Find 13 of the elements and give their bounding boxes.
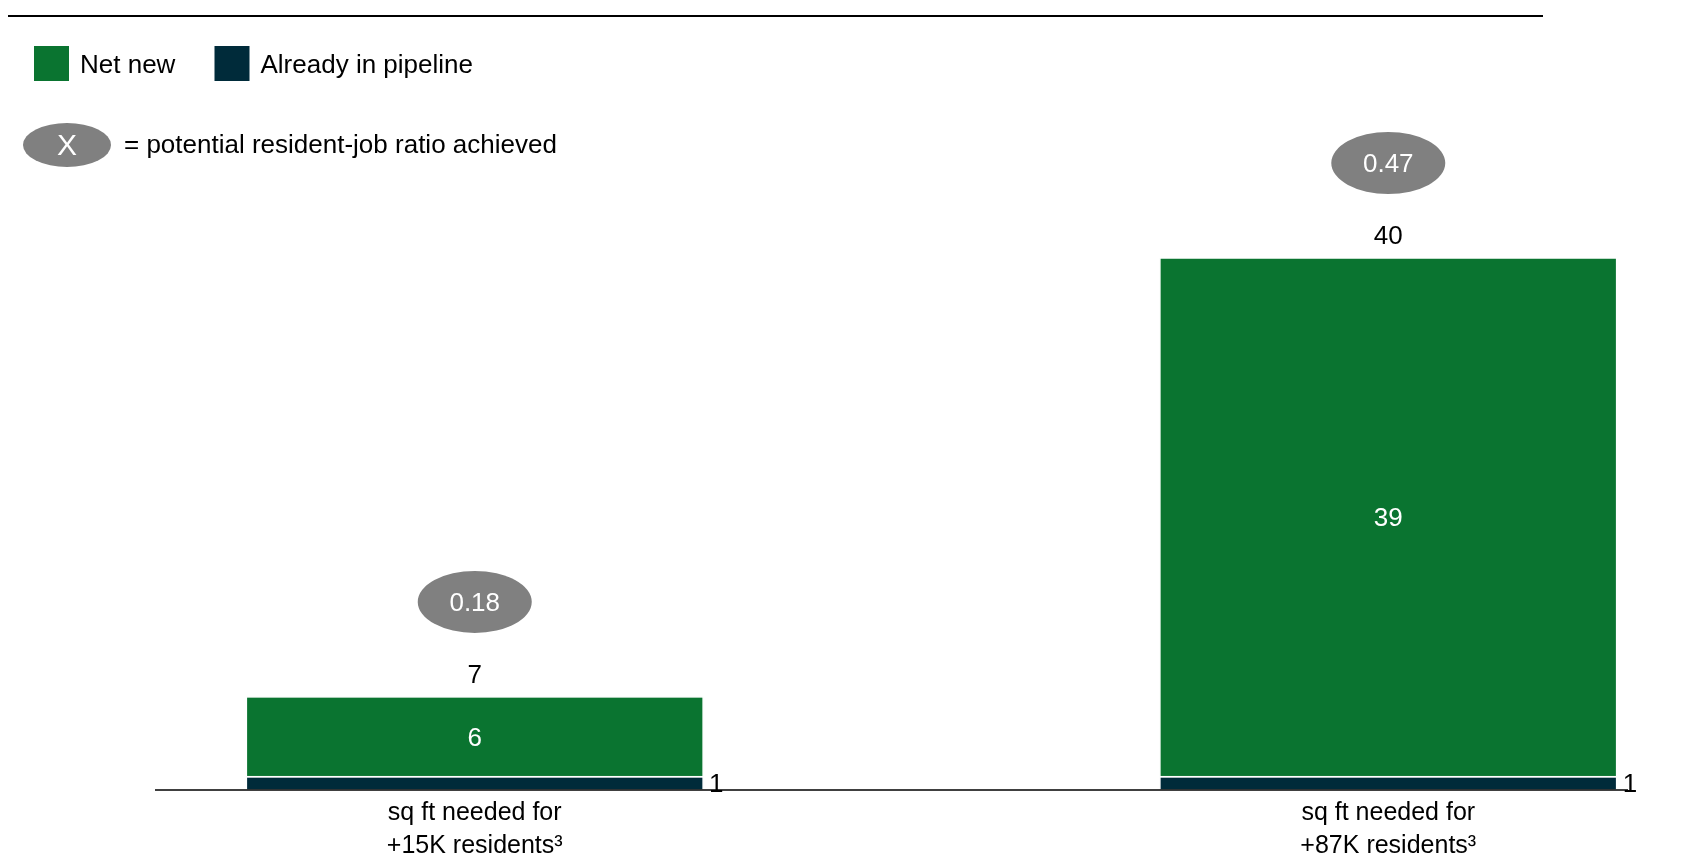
data-label: 6 — [467, 721, 482, 752]
data-label: 39 — [1373, 502, 1403, 533]
text: = potential resident-job ratio achieved — [124, 129, 557, 159]
text: 0.47 — [1362, 148, 1414, 178]
text: X — [56, 128, 78, 161]
data-label: 1 — [1622, 768, 1638, 799]
legend-label: Already in pipeline — [260, 49, 473, 79]
x-tick-label: sq ft needed for +15K residents³ — [386, 797, 563, 854]
annotation: 0.18 — [449, 586, 501, 617]
x-tick-label: sq ft needed for +87K residents³ — [1300, 797, 1477, 854]
total-label: 40 — [1373, 220, 1403, 250]
legend-label: Net new — [80, 49, 176, 79]
total-label: 7 — [467, 658, 482, 689]
